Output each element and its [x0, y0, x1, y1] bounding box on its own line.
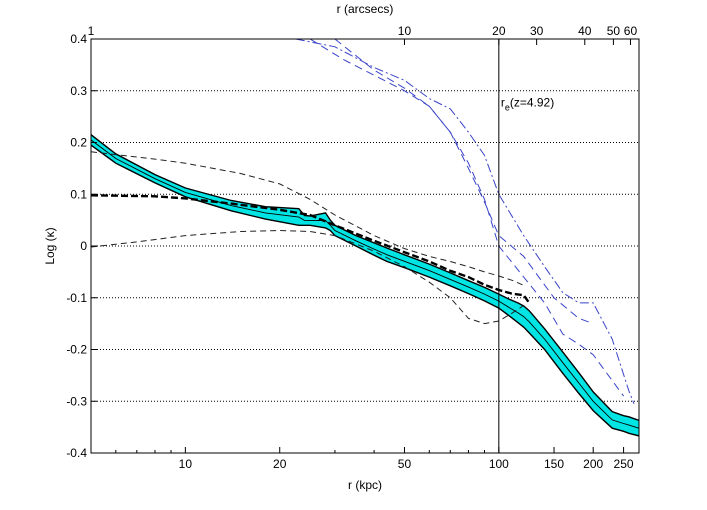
x-tick-label: 20 — [273, 457, 287, 471]
x-tick-label: 10 — [179, 457, 193, 471]
top-tick-label: 10 — [398, 24, 412, 38]
series-line-5 — [309, 39, 594, 325]
bottom-axis: 10 20 50 100 150 200 250 — [115, 447, 634, 471]
kappa-band-lower-edge — [91, 144, 639, 437]
x-tick-label: 50 — [398, 457, 412, 471]
series-line-2 — [91, 151, 524, 286]
series-line-6 — [334, 39, 625, 397]
y-tick-label: 0 — [80, 239, 87, 253]
x-axis-label: r (kpc) — [348, 478, 382, 492]
series-line-3 — [91, 229, 524, 325]
series-line-4 — [295, 39, 635, 404]
top-tick-label: 60 — [624, 24, 638, 38]
kappa-band-upper-edge — [91, 134, 639, 422]
effective-radius-label-sub: e — [505, 102, 510, 112]
top-axis: 1 10 20 30 40 50 60 — [88, 24, 638, 45]
y-tick-label: -0.1 — [66, 291, 87, 305]
effective-radius-label: re(z=4.92) — [501, 95, 554, 112]
top-tick-label: 50 — [607, 24, 621, 38]
top-tick-label: 40 — [578, 24, 592, 38]
top-axis-label: r (arcsecs) — [337, 2, 394, 16]
x-tick-label: 100 — [489, 457, 509, 471]
series-line-1 — [91, 194, 531, 304]
y-axis-label: Log (κ) — [43, 227, 57, 264]
x-tick-label: 200 — [583, 457, 603, 471]
y-tick-label: -0.4 — [66, 446, 87, 460]
y-tick-label: -0.3 — [66, 394, 87, 408]
effective-radius-label-main: r — [501, 95, 505, 109]
y-tick-label: 0.2 — [70, 136, 87, 150]
y-tick-label: -0.2 — [66, 343, 87, 357]
left-axis: -0.4 -0.3 -0.2 -0.1 0 0.1 0.2 0.3 0.4 — [66, 32, 97, 460]
y-tick-label: 0.4 — [70, 32, 87, 46]
effective-radius-label-rest: (z=4.92) — [510, 95, 554, 109]
kappa-band-median — [91, 139, 639, 429]
y-tick-label: 0.1 — [70, 187, 87, 201]
top-tick-label: 20 — [492, 24, 506, 38]
top-tick-label: 1 — [88, 24, 95, 38]
plot-content — [91, 39, 639, 437]
x-tick-label: 150 — [544, 457, 564, 471]
y-tick-label: 0.3 — [70, 84, 87, 98]
top-tick-label: 30 — [530, 24, 544, 38]
x-tick-label: 250 — [614, 457, 634, 471]
